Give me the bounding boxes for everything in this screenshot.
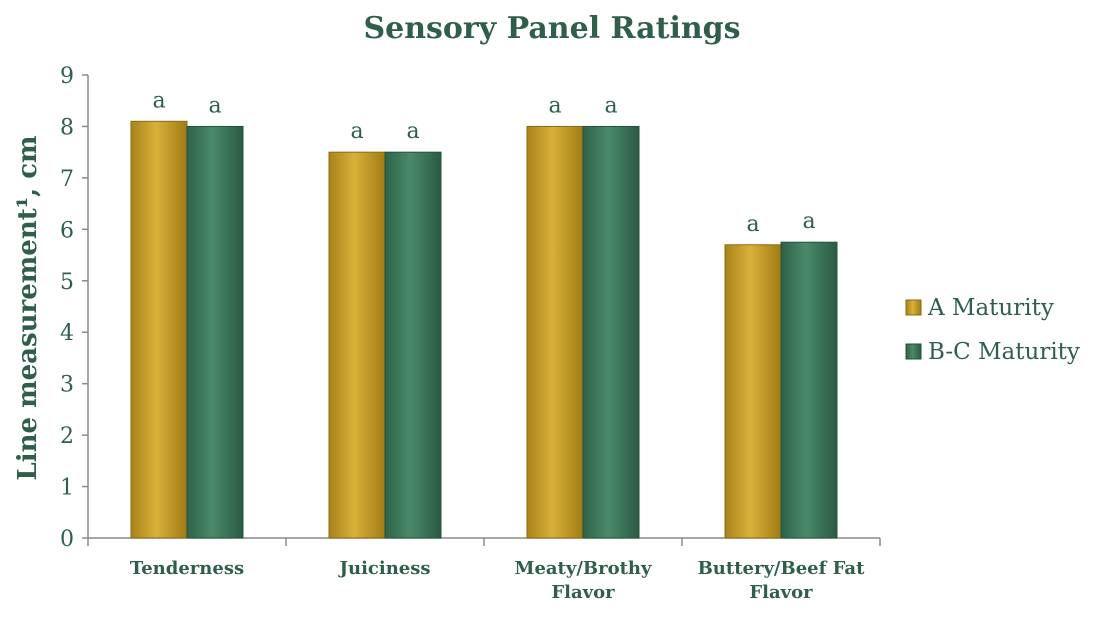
bar-b-c-maturity <box>582 125 640 539</box>
y-tick-label: 4 <box>60 321 74 346</box>
legend-label: B-C Maturity <box>928 339 1080 365</box>
legend-swatch <box>905 343 922 360</box>
y-tick-label: 6 <box>60 218 74 243</box>
plot-area: 0 1 2 3 4 5 6 7 8 9 a a Tenderness a a Juiciness a a Meaty… <box>60 64 881 603</box>
y-tick-label: 2 <box>60 424 74 449</box>
x-tick-label: Juiciness <box>337 558 430 579</box>
x-tick-label: Tenderness <box>130 558 244 579</box>
data-label: a <box>406 119 419 144</box>
bar-a-maturity <box>526 125 584 539</box>
legend-label: A Maturity <box>927 295 1054 321</box>
y-tick-label: 3 <box>60 373 74 398</box>
data-label: a <box>208 93 221 118</box>
x-tick-label: Flavor <box>749 582 813 603</box>
bar-b-c-maturity <box>384 151 442 539</box>
bar-a-maturity <box>130 120 188 539</box>
data-label: a <box>152 88 165 113</box>
data-label: a <box>604 93 617 118</box>
bar-a-maturity <box>724 244 782 539</box>
bar-b-c-maturity <box>186 125 244 539</box>
y-tick-label: 9 <box>60 64 74 89</box>
chart-title: Sensory Panel Ratings <box>363 11 740 46</box>
bar-a-maturity <box>328 151 386 539</box>
y-tick-label: 5 <box>60 270 74 295</box>
bar-b-c-maturity <box>780 241 838 539</box>
x-tick-label: Meaty/Brothy <box>515 558 652 579</box>
y-tick-label: 7 <box>60 167 74 192</box>
data-label: a <box>802 209 815 234</box>
x-tick-label: Buttery/Beef Fat <box>698 558 865 579</box>
data-label: a <box>746 212 759 237</box>
data-label: a <box>350 119 363 144</box>
y-axis-label: Line measurement¹, cm <box>13 135 43 480</box>
data-label: a <box>548 93 561 118</box>
legend: A Maturity B-C Maturity <box>905 295 1080 365</box>
y-tick-label: 1 <box>60 476 74 501</box>
y-tick-label: 8 <box>60 115 74 140</box>
x-tick-label: Flavor <box>551 582 615 603</box>
y-tick-label: 0 <box>60 527 74 552</box>
legend-swatch <box>905 299 922 316</box>
